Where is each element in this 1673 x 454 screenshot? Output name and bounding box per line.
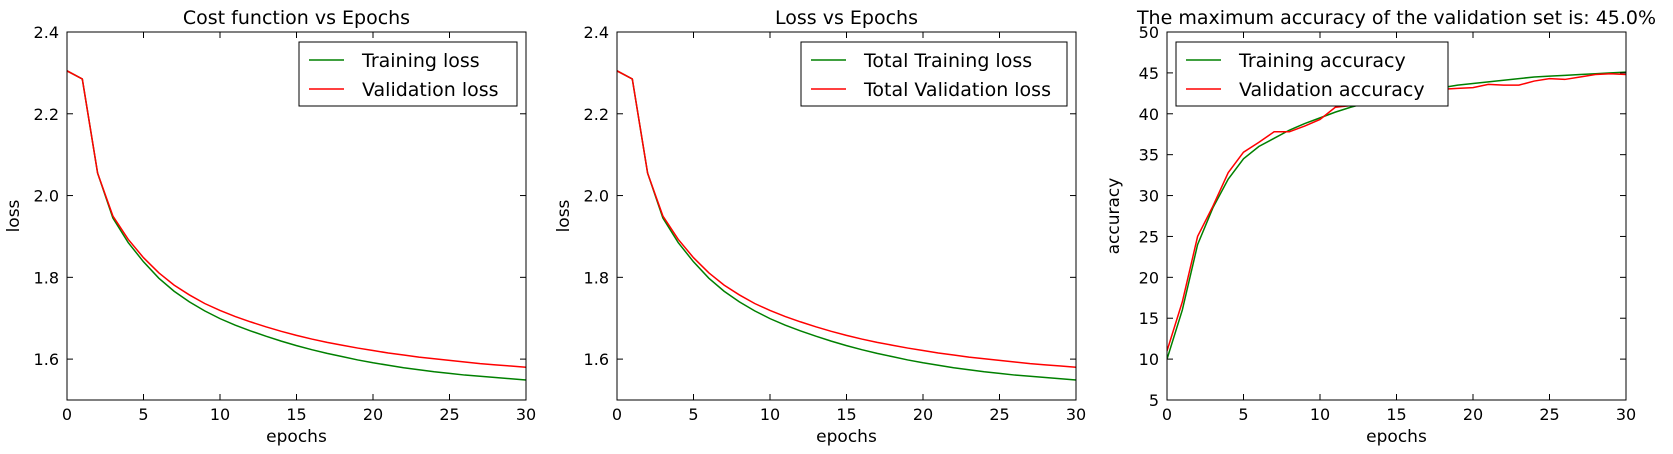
legend: Total Training loss Total Validation loss <box>800 41 1068 107</box>
series-line-1 <box>67 70 526 381</box>
legend: Training accuracy Validation accuracy <box>1175 41 1449 107</box>
y-axis-label: accuracy <box>1104 178 1124 255</box>
legend-entry: Training accuracy <box>1238 50 1406 72</box>
legend-entry: Validation loss <box>362 79 499 101</box>
legend-entry: Total Training loss <box>863 50 1032 72</box>
legend-entry: Validation accuracy <box>1239 79 1425 101</box>
y-tick-label: 15 <box>1139 309 1159 328</box>
chart-panel-1: 0 5 10 15 20 25 30 1.6 1.8 2.0 2.2 2.4 Cost function… <box>4 7 536 447</box>
x-tick-label: 10 <box>1310 405 1330 424</box>
legend-box <box>298 41 518 107</box>
x-tick-label: 25 <box>989 405 1009 424</box>
x-tick-label: 10 <box>760 405 780 424</box>
x-tick-label: 0 <box>612 405 622 424</box>
x-tick-label: 15 <box>836 405 856 424</box>
x-tick-label: 5 <box>688 405 698 424</box>
chart-title: The maximum accuracy of the validation s… <box>1136 7 1656 29</box>
x-tick-label: 0 <box>62 405 72 424</box>
series-line-2 <box>1167 72 1626 352</box>
x-tick-label: 30 <box>516 405 536 424</box>
series-line-1 <box>1167 71 1626 360</box>
y-tick-label: 2.0 <box>34 187 59 206</box>
y-tick-label: 2.2 <box>34 105 59 124</box>
y-axis-label: loss <box>554 199 574 232</box>
y-tick-label: 30 <box>1139 187 1159 206</box>
y-tick-label: 20 <box>1139 268 1159 287</box>
legend-entry: Training loss <box>361 50 480 72</box>
legend-box <box>800 41 1068 107</box>
y-tick-label: 25 <box>1139 227 1159 246</box>
x-tick-label: 30 <box>1066 405 1086 424</box>
x-axis-label: epochs <box>1366 427 1427 447</box>
y-tick-label: 40 <box>1139 105 1159 124</box>
legend-entry: Total Validation loss <box>863 79 1051 101</box>
y-tick-label: 35 <box>1139 146 1159 165</box>
y-tick-label: 1.6 <box>584 350 609 369</box>
x-tick-label: 5 <box>138 405 148 424</box>
series-line-1 <box>617 70 1076 381</box>
y-tick-label: 2.2 <box>584 105 609 124</box>
y-tick-label: 1.6 <box>34 350 59 369</box>
x-tick-label: 20 <box>363 405 383 424</box>
chart-title: Cost function vs Epochs <box>183 7 410 29</box>
x-tick-label: 30 <box>1616 405 1636 424</box>
chart-title: Loss vs Epochs <box>775 7 918 29</box>
legend: Training loss Validation loss <box>298 41 518 107</box>
series-line-2 <box>67 70 526 369</box>
y-tick-label: 2.4 <box>584 23 609 42</box>
x-axis-label: epochs <box>816 427 877 447</box>
y-tick-label: 10 <box>1139 350 1159 369</box>
x-tick-label: 15 <box>286 405 306 424</box>
y-tick-label: 1.8 <box>584 268 609 287</box>
y-axis-label: loss <box>4 199 24 232</box>
series-line-2 <box>617 70 1076 369</box>
legend-box <box>1175 41 1449 107</box>
y-tick-label: 45 <box>1139 64 1159 83</box>
x-tick-label: 25 <box>439 405 459 424</box>
x-tick-label: 10 <box>210 405 230 424</box>
y-tick-label: 2.0 <box>584 187 609 206</box>
x-axis-label: epochs <box>266 427 327 447</box>
x-tick-label: 15 <box>1386 405 1406 424</box>
x-tick-label: 25 <box>1539 405 1559 424</box>
y-tick-label: 5 <box>1149 391 1159 410</box>
x-tick-label: 0 <box>1162 405 1172 424</box>
x-tick-label: 5 <box>1238 405 1248 424</box>
y-tick-label: 1.8 <box>34 268 59 287</box>
x-tick-label: 20 <box>1463 405 1483 424</box>
x-tick-label: 20 <box>913 405 933 424</box>
y-tick-label: 2.4 <box>34 23 59 42</box>
chart-panel-2: 0 5 10 15 20 25 30 1.6 1.8 2.0 2.2 2.4 Loss vs Epoch… <box>554 7 1086 447</box>
y-tick-label: 50 <box>1139 23 1159 42</box>
